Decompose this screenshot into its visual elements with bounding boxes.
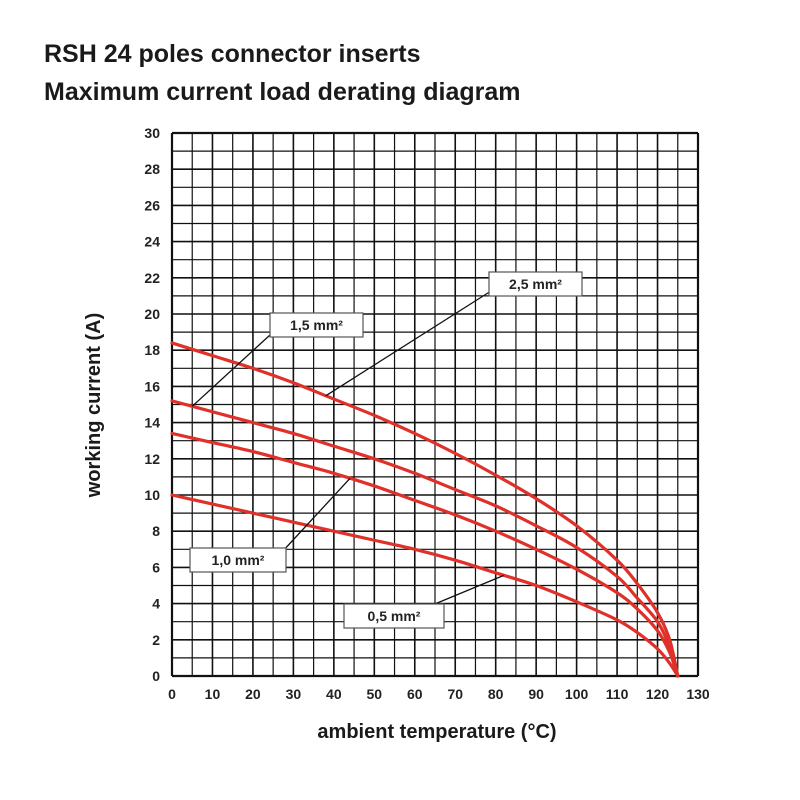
series-label: 0,5 mm² (368, 608, 421, 624)
chart-title: RSH 24 poles connector inserts (44, 40, 421, 68)
grid (170, 131, 700, 678)
series-label: 2,5 mm² (509, 276, 562, 292)
x-tick-label: 10 (205, 686, 221, 702)
callout-leader (325, 290, 492, 397)
series-line (170, 341, 680, 678)
x-tick-label: 40 (326, 686, 342, 702)
series-callout: 1,5 mm² (191, 312, 364, 407)
y-tick-label: 4 (152, 596, 160, 612)
tick-labels: 0 10 20 30 40 50 60 70 80 90 100 110 120 130024681012… (144, 125, 709, 702)
series-callout: 0,5 mm² (343, 574, 505, 629)
y-tick-label: 16 (144, 378, 160, 394)
callouts: 2,5 mm² 1,5 mm² 1,0 mm² 0,5 mm² (189, 271, 583, 629)
x-tick-label: 60 (407, 686, 423, 702)
x-tick-label: 100 (565, 686, 589, 702)
x-tick-label: 80 (488, 686, 504, 702)
series-label: 1,5 mm² (290, 317, 343, 333)
x-tick-label: 90 (528, 686, 544, 702)
callout-box (343, 603, 445, 629)
callout-leader (191, 334, 271, 407)
y-tick-label: 18 (144, 342, 160, 358)
y-tick-label: 10 (144, 487, 160, 503)
y-tick-label: 8 (152, 523, 160, 539)
y-tick-label: 24 (144, 234, 160, 250)
callout-box (189, 547, 287, 573)
y-tick-label: 30 (144, 125, 160, 141)
y-tick-label: 12 (144, 451, 160, 467)
callout-leader (429, 574, 505, 607)
series-lines (170, 341, 680, 678)
series-callout: 2,5 mm² (325, 271, 583, 397)
x-tick-label: 20 (245, 686, 261, 702)
x-tick-label: 120 (646, 686, 670, 702)
x-tick-label: 130 (686, 686, 710, 702)
y-tick-label: 26 (144, 197, 160, 213)
series-line (170, 399, 680, 678)
y-axis-label: working current (A) (83, 313, 105, 498)
series-line (170, 431, 680, 678)
y-tick-label: 14 (144, 415, 160, 431)
callout-box (269, 312, 364, 338)
y-tick-label: 28 (144, 161, 160, 177)
x-axis-label: ambient temperature (°C) (317, 721, 556, 743)
callout-box (488, 271, 583, 297)
x-tick-label: 50 (367, 686, 383, 702)
x-tick-label: 30 (286, 686, 302, 702)
series-label: 1,0 mm² (212, 552, 265, 568)
y-tick-label: 0 (152, 668, 160, 684)
series-callout: 1,0 mm² (189, 477, 351, 573)
y-tick-label: 20 (144, 306, 160, 322)
chart-subtitle: Maximum current load derating diagram (44, 78, 521, 106)
callout-leader (281, 477, 351, 553)
y-tick-label: 2 (152, 632, 160, 648)
series-line (170, 493, 680, 678)
y-tick-label: 22 (144, 270, 160, 286)
x-tick-label: 0 (168, 686, 176, 702)
x-tick-label: 110 (606, 686, 629, 702)
y-tick-label: 6 (152, 559, 160, 575)
x-tick-label: 70 (447, 686, 463, 702)
